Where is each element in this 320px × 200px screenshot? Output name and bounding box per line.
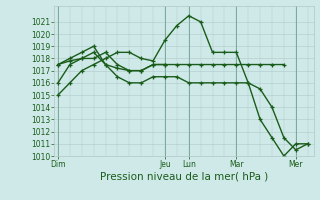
X-axis label: Pression niveau de la mer( hPa ): Pression niveau de la mer( hPa ): [100, 172, 268, 182]
